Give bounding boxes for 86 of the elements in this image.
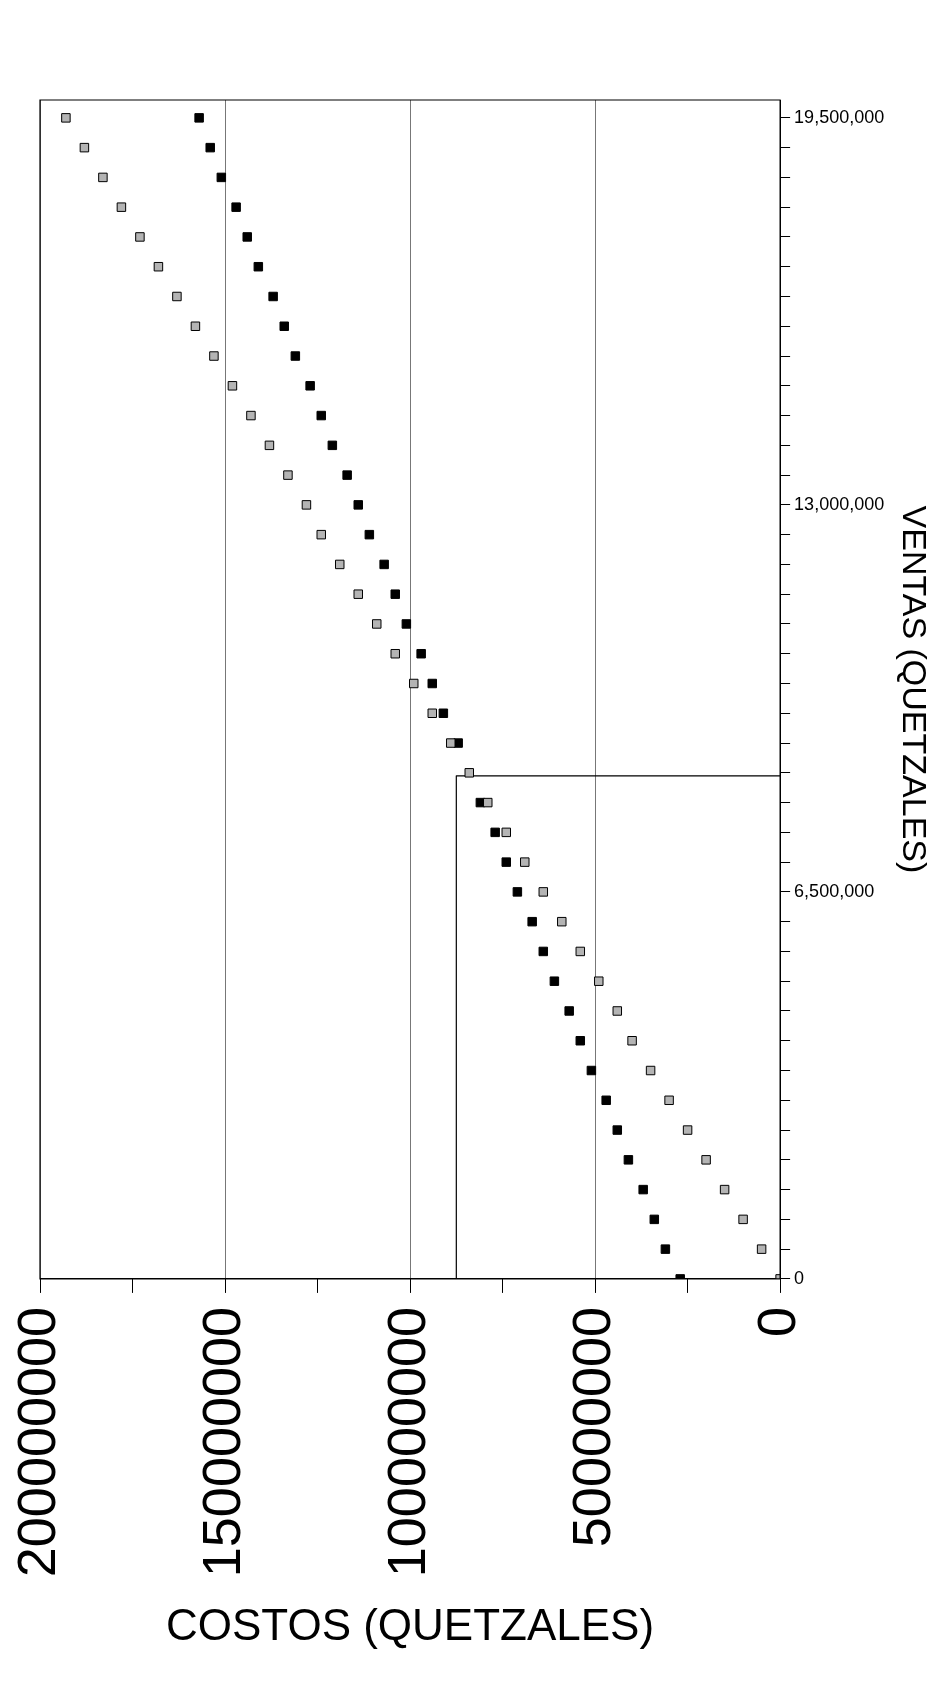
point [645, 1065, 656, 1076]
point [246, 410, 256, 421]
point [353, 589, 363, 599]
point [342, 470, 352, 480]
point [427, 678, 437, 689]
point [61, 113, 71, 123]
y-tick-label: 0 [794, 1267, 805, 1288]
point [416, 648, 426, 659]
point [316, 410, 326, 421]
point [353, 500, 363, 510]
point [638, 1184, 648, 1195]
point [135, 232, 145, 242]
point [279, 321, 289, 331]
point [612, 1125, 623, 1135]
x-tick-label: 50000000 [560, 1306, 621, 1548]
point [664, 1095, 674, 1106]
point [719, 1184, 730, 1195]
x-tick-label: 150000000 [190, 1306, 251, 1578]
point [327, 440, 338, 451]
point [335, 559, 345, 570]
point [268, 291, 278, 302]
point [438, 708, 449, 719]
point [205, 142, 215, 153]
point [501, 827, 512, 838]
point [627, 1036, 637, 1046]
point [601, 1095, 611, 1106]
y-tick-label: 6,500,000 [794, 880, 875, 901]
point [253, 261, 264, 272]
point [738, 1214, 748, 1225]
y-tick-label: 13,000,000 [794, 493, 885, 514]
point [427, 708, 437, 719]
point [364, 529, 375, 540]
point [575, 1036, 586, 1046]
point [649, 1214, 660, 1225]
point [594, 976, 604, 986]
point [283, 470, 293, 480]
point [242, 232, 252, 242]
point [301, 500, 312, 510]
point [527, 916, 537, 927]
point [501, 857, 512, 867]
point [446, 738, 456, 748]
point [483, 797, 493, 808]
point [316, 529, 326, 540]
point [194, 113, 204, 123]
point [172, 291, 182, 302]
point [401, 619, 412, 629]
point [216, 172, 227, 183]
point [209, 351, 219, 361]
y-axis-title: VENTAS (QUETZALES) [896, 505, 935, 874]
point [575, 946, 586, 957]
point [227, 381, 238, 391]
point [379, 559, 389, 570]
point [557, 916, 567, 927]
point [464, 768, 475, 778]
point [98, 172, 108, 183]
point [390, 589, 400, 599]
point [682, 1125, 693, 1135]
point [586, 1065, 597, 1076]
point [564, 1006, 574, 1016]
x-axis-title: COSTOS (QUETZALES) [165, 1599, 655, 1649]
point [190, 321, 201, 331]
point [153, 261, 164, 272]
point [538, 946, 549, 957]
y-tick-label: 19,500,000 [794, 106, 885, 127]
point [264, 440, 275, 451]
x-tick-label: 200000000 [5, 1306, 66, 1578]
point [701, 1155, 711, 1165]
point [290, 351, 301, 361]
point [549, 976, 560, 986]
point [660, 1244, 671, 1254]
x-tick-label: 100000000 [375, 1306, 436, 1578]
point [116, 202, 127, 212]
point [409, 678, 419, 689]
point [390, 648, 400, 659]
x-tick-label: 0 [746, 1306, 806, 1337]
point [612, 1006, 623, 1016]
point [79, 142, 90, 153]
point [623, 1155, 634, 1165]
point [520, 857, 530, 867]
point [538, 887, 549, 897]
point [490, 827, 500, 838]
point [231, 202, 241, 212]
point [372, 619, 382, 629]
point [756, 1244, 767, 1254]
point [512, 887, 523, 897]
point [305, 381, 315, 391]
